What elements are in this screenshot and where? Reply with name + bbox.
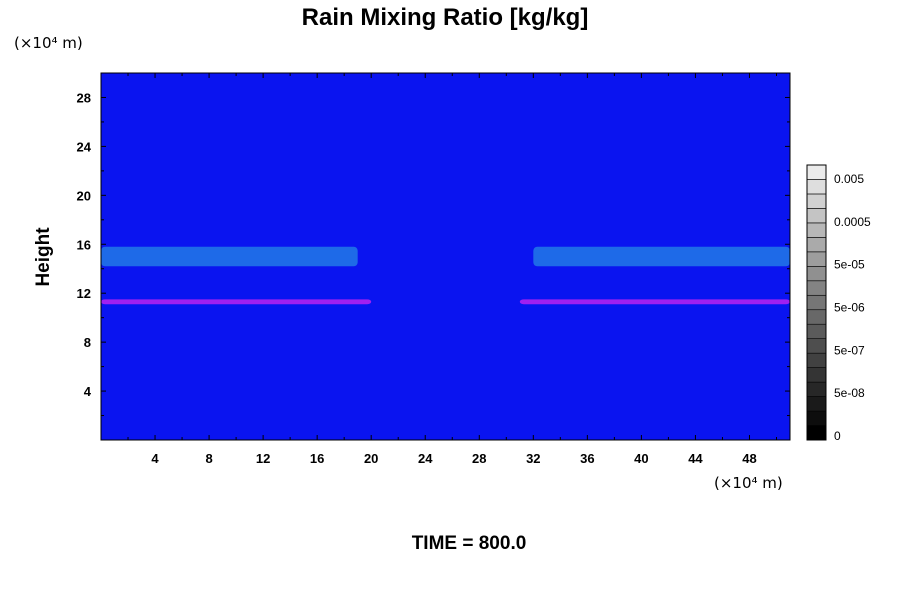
feature-band-0 xyxy=(101,246,358,267)
colorbar-swatch xyxy=(806,266,827,282)
colorbar-swatch xyxy=(806,237,827,253)
colorbar-swatch xyxy=(806,179,827,195)
colorbar-swatch xyxy=(806,425,827,441)
x-tick-label: 40 xyxy=(634,451,648,466)
feature-band-3 xyxy=(519,299,790,305)
y-tick-label: 8 xyxy=(84,335,91,350)
colorbar-swatch xyxy=(806,396,827,412)
feature-band-2 xyxy=(101,299,372,305)
colorbar-swatch xyxy=(806,309,827,325)
x-tick-label: 28 xyxy=(472,451,486,466)
colorbar: 0.005 0.0005 5e-05 5e-06 5e-07 5e-08 0 xyxy=(806,164,871,443)
y-tick-label: 20 xyxy=(77,188,91,203)
colorbar-swatch xyxy=(806,193,827,209)
colorbar-label: 5e-08 xyxy=(834,386,865,400)
colorbar-swatch xyxy=(806,280,827,296)
colorbar-label: 5e-07 xyxy=(834,343,865,357)
colorbar-label: 0.005 xyxy=(834,172,864,186)
colorbar-swatch xyxy=(806,338,827,354)
x-tick-label: 4 xyxy=(151,451,159,466)
y-axis-label: Height xyxy=(33,227,54,287)
colorbar-swatch xyxy=(806,164,827,180)
x-tick-label: 20 xyxy=(364,451,378,466)
colorbar-swatch xyxy=(806,410,827,426)
y-tick-label: 16 xyxy=(77,237,91,252)
x-tick-label: 16 xyxy=(310,451,324,466)
x-tick-label: 24 xyxy=(418,451,433,466)
colorbar-swatch xyxy=(806,367,827,383)
x-axis-unit: (×10⁴ m) xyxy=(714,474,783,492)
time-label: TIME = 800.0 xyxy=(412,533,527,554)
colorbar-frame xyxy=(806,164,827,441)
chart-title: Rain Mixing Ratio [kg/kg] xyxy=(302,4,589,31)
x-tick-label: 44 xyxy=(688,451,703,466)
feature-band-1 xyxy=(533,246,790,267)
colorbar-swatch xyxy=(806,381,827,397)
x-tick-label: 36 xyxy=(580,451,594,466)
y-tick-label: 12 xyxy=(77,286,91,301)
colorbar-swatch xyxy=(806,294,827,311)
colorbar-swatch xyxy=(806,251,827,267)
x-tick-label: 32 xyxy=(526,451,540,466)
plot-frame xyxy=(100,72,791,441)
colorbar-label: 5e-05 xyxy=(834,258,865,272)
x-tick-label: 8 xyxy=(205,451,212,466)
y-tick-label: 28 xyxy=(77,90,91,105)
colorbar-label: 5e-06 xyxy=(834,301,865,315)
colorbar-label: 0 xyxy=(834,429,841,443)
x-tick-label: 48 xyxy=(742,451,756,466)
colorbar-label: 0.0005 xyxy=(834,215,871,229)
y-axis-unit: (×10⁴ m) xyxy=(14,34,83,52)
x-tick-label: 12 xyxy=(256,451,270,466)
y-tick-label: 4 xyxy=(84,384,92,399)
colorbar-swatch xyxy=(806,208,827,224)
colorbar-swatch xyxy=(806,222,827,238)
y-tick-label: 24 xyxy=(77,139,92,154)
colorbar-swatch xyxy=(806,352,827,368)
colorbar-swatch xyxy=(806,323,827,339)
